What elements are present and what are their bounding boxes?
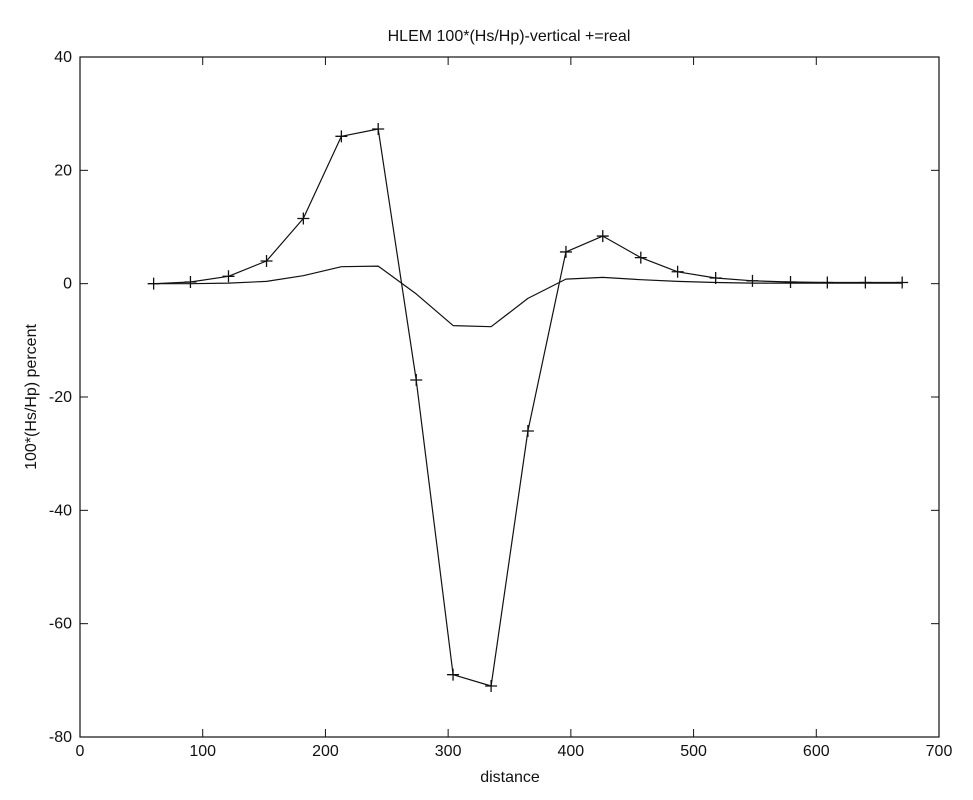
data-point-marker: [559, 245, 572, 258]
data-point-marker: [671, 265, 684, 278]
x-tick-label: 300: [435, 743, 462, 760]
y-tick-label: -80: [49, 729, 72, 746]
series-2-line: [153, 265, 903, 328]
plot-area: 0 100 200 300 400 500 600 700 -80 -60 -40 -20 0 20 40: [49, 49, 953, 760]
x-axis-label: distance: [480, 769, 540, 786]
y-axis-label: 100*(Hs/Hp) percent: [23, 324, 40, 470]
plot-frame: [79, 56, 940, 738]
series-1-line: [153, 128, 903, 687]
data-point-marker: [372, 122, 385, 135]
x-axis: 0 100 200 300 400 500 600 700: [76, 57, 953, 760]
y-tick-label: 20: [54, 162, 72, 179]
x-tick-label: 400: [558, 743, 585, 760]
data-point-marker: [596, 230, 609, 243]
data-point-marker: [521, 425, 534, 437]
y-tick-label: 0: [63, 276, 72, 293]
data-point-marker: [447, 668, 460, 681]
y-axis: -80 -60 -40 -20 0 20 40: [49, 49, 939, 746]
data-point-marker: [485, 680, 498, 692]
y-tick-label: -40: [49, 502, 72, 519]
x-tick-label: 600: [803, 743, 830, 760]
data-point-marker: [222, 270, 235, 283]
data-point-marker: [335, 130, 348, 143]
data-point-marker: [260, 255, 273, 267]
chart-title: HLEM 100*(Hs/Hp)-vertical +=real: [388, 28, 631, 45]
data-point-marker: [634, 251, 647, 264]
data-point-marker: [746, 274, 759, 287]
data-point-marker: [184, 275, 197, 288]
y-tick-label: -60: [49, 616, 72, 633]
x-tick-label: 100: [189, 743, 216, 760]
y-tick-label: 40: [54, 49, 72, 66]
data-point-marker: [784, 275, 797, 288]
y-tick-label: -20: [49, 389, 72, 406]
x-tick-label: 0: [76, 743, 85, 760]
series-layer: [147, 122, 909, 692]
series-1: [147, 122, 909, 692]
data-point-marker: [410, 374, 423, 386]
x-tick-label: 700: [926, 743, 953, 760]
series-2: [153, 265, 903, 328]
data-point-marker: [297, 212, 310, 225]
x-tick-label: 200: [312, 743, 339, 760]
x-tick-label: 500: [680, 743, 707, 760]
